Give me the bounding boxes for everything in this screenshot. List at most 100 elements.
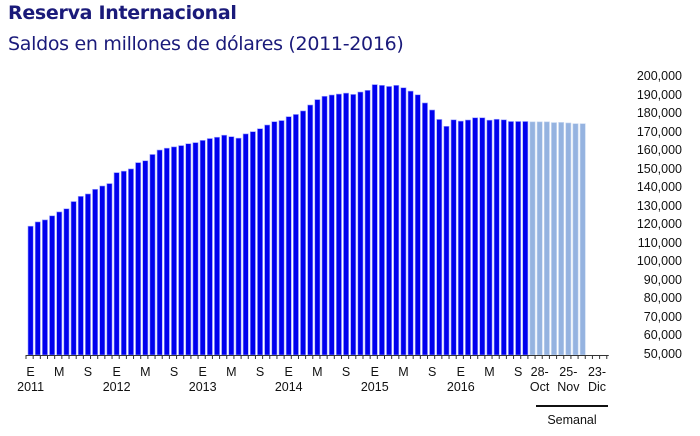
monthly-bar (400, 87, 407, 356)
monthly-bar (343, 92, 349, 356)
weekly-bar (579, 123, 586, 356)
monthly-bar (336, 93, 342, 356)
y-tick-label: 80,000 (643, 291, 682, 306)
monthly-bar (465, 119, 471, 356)
weekly-bar (558, 122, 565, 356)
monthly-bar (249, 131, 256, 356)
monthly-bar (135, 162, 142, 356)
monthly-bar (142, 160, 149, 356)
monthly-bar (486, 119, 493, 356)
monthly-bar (99, 185, 106, 356)
monthly-bar (300, 110, 306, 356)
chart-title: Reserva Internacional (8, 2, 237, 24)
monthly-bar (171, 146, 177, 356)
monthly-bar (77, 196, 84, 356)
x-tick-label: E 2016 (446, 365, 475, 394)
monthly-bar (386, 86, 392, 356)
monthly-bar (508, 121, 514, 356)
monthly-bar (264, 124, 271, 356)
monthly-bar (206, 138, 213, 356)
x-tick-label: M (226, 365, 237, 379)
monthly-bar (271, 121, 278, 356)
y-tick-label: 50,000 (643, 347, 682, 361)
y-tick-label: 130,000 (636, 198, 682, 213)
monthly-bar (443, 126, 450, 356)
x-tick-label: S (83, 365, 93, 379)
monthly-bar (500, 119, 507, 356)
monthly-bar (414, 94, 421, 356)
x-tick-label: M (54, 365, 65, 379)
x-tick-label: E 2011 (17, 365, 45, 394)
monthly-bar (149, 154, 156, 356)
x-tick-label: 28- Oct (529, 365, 550, 394)
monthly-bar (321, 95, 328, 356)
x-tick-label: E 2015 (360, 365, 389, 394)
x-tick-label: M (140, 365, 151, 379)
monthly-bar (436, 119, 443, 356)
semanal-group-label: Semanal (547, 413, 597, 427)
monthly-bar (34, 221, 41, 356)
monthly-bar (27, 225, 34, 356)
monthly-bar (49, 215, 56, 356)
monthly-bar (450, 119, 457, 356)
monthly-bar (393, 85, 400, 356)
weekly-bar (572, 123, 579, 356)
y-tick-label: 150,000 (636, 161, 682, 176)
monthly-bar (407, 90, 414, 356)
chart-subtitle: Saldos en millones de dólares (2011-2016… (8, 33, 404, 55)
monthly-bar (371, 84, 378, 356)
x-tick-label: S (169, 365, 179, 379)
monthly-bar (221, 134, 228, 356)
monthly-bar (228, 136, 235, 356)
monthly-bar (328, 94, 335, 356)
y-tick-label: 140,000 (636, 180, 682, 195)
monthly-bar (185, 143, 192, 356)
monthly-bar (292, 114, 299, 356)
weekly-bar (536, 121, 543, 356)
monthly-bar (357, 91, 364, 356)
weekly-bar (543, 121, 550, 356)
monthly-bar (214, 136, 220, 356)
monthly-bar (56, 211, 63, 356)
x-tick-label: E 2012 (102, 365, 131, 394)
y-tick-label: 160,000 (636, 143, 682, 158)
x-tick-label: E 2014 (274, 365, 303, 394)
y-tick-label: 110,000 (637, 235, 682, 250)
y-tick-label: 170,000 (636, 124, 682, 139)
monthly-bar (235, 137, 242, 356)
monthly-bar (479, 117, 486, 356)
y-tick-label: 100,000 (636, 254, 682, 269)
y-tick-label: 70,000 (643, 309, 682, 324)
monthly-bar (314, 99, 321, 356)
x-tick-label: S (513, 365, 523, 379)
weekly-bar (565, 122, 572, 356)
monthly-bar (199, 140, 206, 356)
weekly-bar (551, 122, 557, 356)
x-tick-label: 23- Dic (587, 365, 607, 394)
monthly-bar (307, 104, 314, 356)
monthly-bar (106, 183, 113, 356)
x-tick-label: M (398, 365, 409, 379)
y-tick-label: 90,000 (643, 272, 682, 287)
monthly-bar (242, 133, 249, 356)
monthly-bar (457, 120, 464, 356)
monthly-bar (285, 116, 292, 356)
monthly-bar (85, 193, 91, 356)
monthly-bar (113, 172, 120, 356)
y-tick-label: 120,000 (636, 217, 682, 232)
monthly-bar (379, 85, 385, 356)
x-tick-label: E 2013 (188, 365, 217, 394)
monthly-bar (515, 121, 522, 356)
monthly-bar (42, 219, 48, 356)
monthly-bar (156, 149, 163, 356)
monthly-bar (63, 208, 70, 356)
monthly-bar (92, 189, 99, 356)
semanal-bracket-line (536, 405, 608, 407)
y-tick-label: 200,000 (636, 69, 682, 83)
x-tick-label: S (341, 365, 351, 379)
x-tick-label: S (255, 365, 265, 379)
monthly-bar (128, 168, 134, 356)
x-tick-label: M (312, 365, 323, 379)
